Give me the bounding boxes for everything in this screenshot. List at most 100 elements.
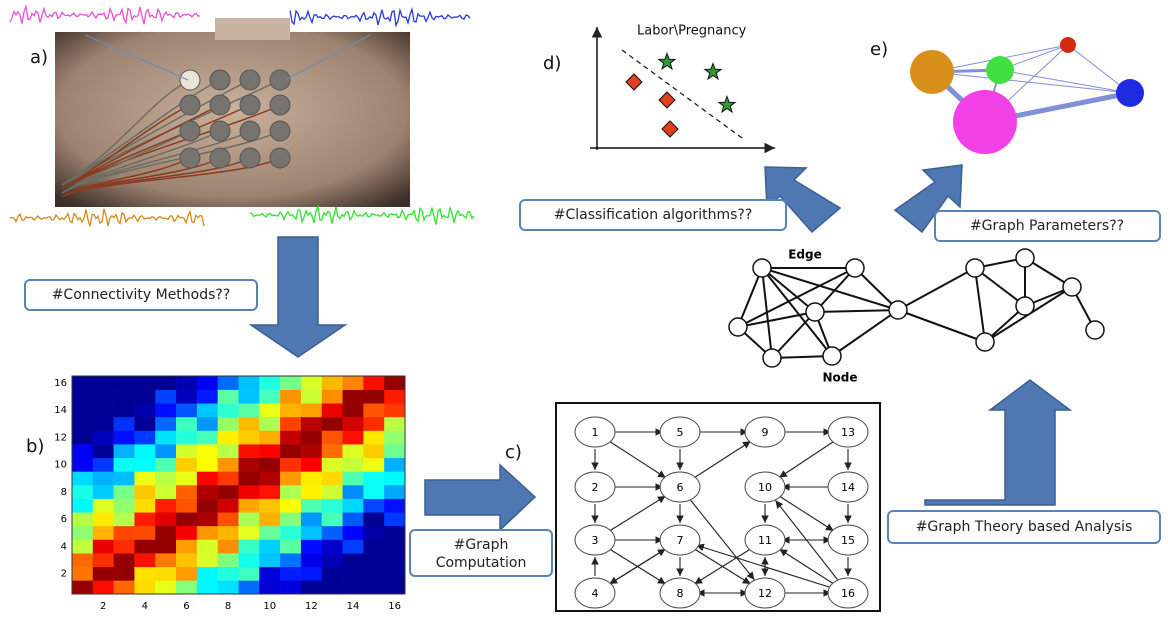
matrix-cell [300, 376, 323, 390]
matrix-cell [176, 580, 198, 595]
matrix-cell [280, 444, 302, 459]
matrix-cell [321, 444, 343, 459]
matrix-cell [176, 485, 198, 499]
matrix-cell [176, 553, 198, 568]
graph-node [744, 471, 786, 503]
graph-node [744, 524, 786, 556]
matrix-cell [384, 389, 406, 404]
matrix-cell [72, 580, 94, 595]
matrix-cell [238, 457, 260, 472]
signal-trace [249, 204, 475, 225]
y-tick-label: 8 [61, 487, 67, 498]
wire [61, 104, 281, 190]
matrix-cell [72, 471, 94, 486]
matrix-cell [217, 403, 239, 418]
matrix-frame [71, 375, 406, 595]
connectivity-matrix: 2 4 6 8 10 12 14 16 2 4 6 8 10 12 14 16 [54, 375, 406, 612]
graph-node [659, 577, 701, 609]
matrix-cell [217, 430, 239, 445]
matrix-cell [217, 539, 239, 554]
matrix-cell [92, 485, 114, 499]
matrix-cell [238, 580, 260, 595]
matrix-cell [92, 512, 114, 527]
matrix-cell [196, 485, 218, 499]
electrode [209, 147, 231, 169]
node-label: 2 [592, 481, 599, 494]
node-label: 11 [758, 534, 772, 547]
x-tick-label: 12 [305, 601, 318, 612]
box-text: #Connectivity Methods?? [52, 287, 231, 303]
method-box [24, 279, 258, 311]
matrix-cell [238, 403, 260, 418]
network-node [1015, 248, 1035, 268]
matrix-cell [92, 416, 114, 431]
y-tick-label: 16 [54, 378, 67, 389]
matrix-cell [113, 539, 135, 554]
matrix-cell [238, 553, 260, 568]
matrix-cell [384, 553, 406, 568]
matrix-cell [217, 498, 239, 513]
matrix-cell [72, 539, 94, 554]
matrix-cell [217, 457, 239, 472]
x-tick-label: 2 [100, 601, 106, 612]
matrix-cell [321, 376, 343, 390]
matrix-cell [238, 444, 260, 459]
matrix-cell [113, 457, 135, 472]
x-tick-label: 8 [225, 601, 231, 612]
matrix-cell [92, 457, 114, 472]
graph-node [574, 524, 616, 556]
matrix-cell [113, 580, 135, 595]
node-label: 3 [592, 534, 599, 547]
network-node [762, 348, 782, 368]
matrix-cell [196, 553, 218, 568]
method-box [409, 529, 553, 577]
matrix-cell [259, 376, 281, 390]
matrix-cell [155, 444, 177, 459]
matrix-cell [384, 416, 406, 431]
matrix-cell [342, 389, 364, 404]
arrow [248, 236, 348, 358]
matrix-cell [300, 512, 323, 527]
y-tick-label: 10 [54, 460, 67, 471]
matrix-cell [259, 485, 281, 499]
matrix-cell [342, 553, 364, 568]
matrix-cell [300, 389, 323, 404]
matrix-cell [342, 376, 364, 390]
matrix-cell [280, 416, 302, 431]
network-edge [761, 267, 816, 313]
graph-node [827, 577, 869, 609]
matrix-cell [321, 566, 343, 581]
matrix-cell [196, 444, 218, 459]
matrix-cell [196, 403, 218, 418]
matrix-cell [321, 430, 343, 445]
matrix-cell [342, 430, 364, 445]
matrix-cell [217, 485, 239, 499]
graph-edge [690, 499, 755, 581]
matrix-cell [384, 525, 406, 540]
matrix-cell [363, 553, 385, 568]
matrix-cell [72, 566, 94, 581]
matrix-cell [176, 376, 198, 390]
matrix-cell [196, 430, 218, 445]
matrix-cell [217, 471, 239, 486]
photo-top [215, 18, 290, 40]
network-node [888, 300, 908, 320]
y-tick-label: 12 [54, 432, 67, 443]
matrix-cell [342, 539, 364, 554]
matrix-cell [321, 457, 343, 472]
network-node [1085, 320, 1105, 340]
matrix-cell [300, 416, 323, 431]
diamond-point [658, 91, 676, 109]
matrix-cell [134, 512, 156, 527]
matrix-cell [72, 416, 94, 431]
node-label: 16 [841, 587, 855, 600]
graph-node [574, 471, 616, 503]
electrode [179, 147, 201, 169]
box-text: #Graph [454, 537, 509, 553]
electrode [209, 69, 231, 91]
matrix-cell [280, 498, 302, 513]
matrix-cell [196, 525, 218, 540]
matrix-cell [259, 444, 281, 459]
